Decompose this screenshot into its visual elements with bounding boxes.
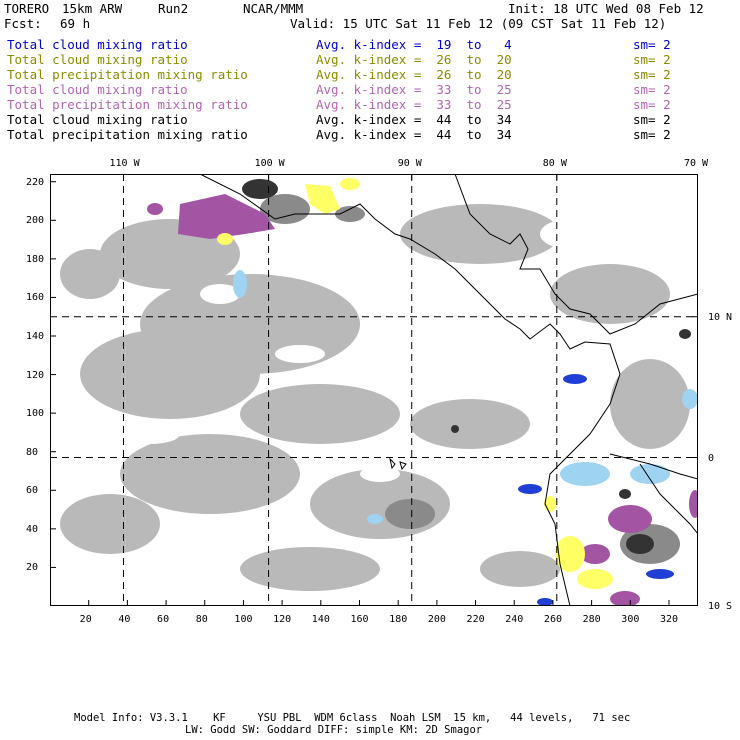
legend-sm: sm= 2 <box>633 112 671 127</box>
legend-sm: sm= 2 <box>633 67 671 82</box>
y-tick-label: 80 <box>26 446 39 458</box>
x-tick-label: 120 <box>273 614 292 625</box>
y-tick-label: 140 <box>26 331 45 342</box>
x-tick-label: 60 <box>157 614 170 625</box>
x-tick-label: 40 <box>118 614 131 625</box>
longitude-label: 100 W <box>254 158 285 169</box>
legend-field: Total cloud mixing ratio <box>7 52 188 67</box>
fcst-value: 69 h <box>60 16 91 31</box>
y-tick-label: 200 <box>26 215 45 227</box>
run-label: Run2 <box>158 1 189 16</box>
x-tick-label: 20 <box>79 614 92 625</box>
model-info-line: Model Info: V3.3.1 KF YSU PBL WDM 6class… <box>74 712 631 724</box>
cloud-field <box>60 178 698 606</box>
lat-lon-gridlines <box>50 174 698 606</box>
latitude-label: 10 N <box>708 311 733 323</box>
y-tick-label: 220 <box>26 176 45 188</box>
legend-field: Total precipitation mixing ratio <box>7 67 248 82</box>
x-tick-label: 240 <box>505 614 524 625</box>
x-tick-label: 140 <box>311 614 330 625</box>
x-tick-label: 260 <box>543 614 562 625</box>
legend-sm: sm= 2 <box>633 97 671 112</box>
org-label: NCAR/MMM <box>243 1 304 16</box>
x-tick-label: 100 <box>234 614 253 625</box>
legend-sm: sm= 2 <box>633 82 671 97</box>
legend-field: Total cloud mixing ratio <box>7 37 188 52</box>
legend-kindex: Avg. k-index = 19 to 4 <box>316 37 512 52</box>
y-tick-label: 180 <box>26 253 45 265</box>
longitude-label: 80 W <box>542 158 567 169</box>
x-tick-label: 180 <box>389 614 408 625</box>
x-tick-label: 220 <box>466 614 485 625</box>
x-tick-label: 80 <box>195 614 208 625</box>
legend-sm: sm= 2 <box>633 52 671 67</box>
init-time: Init: 18 UTC Wed 08 Feb 12 <box>508 1 704 16</box>
legend-field: Total cloud mixing ratio <box>7 112 188 127</box>
legend-kindex: Avg. k-index = 44 to 34 <box>316 112 512 127</box>
longitude-label: 70 W <box>684 158 709 169</box>
latitude-label: 10 S <box>708 601 733 612</box>
legend-field: Total precipitation mixing ratio <box>7 97 248 112</box>
map-panel <box>50 174 698 606</box>
axis-ticks <box>50 174 698 606</box>
y-tick-label: 60 <box>26 485 39 497</box>
x-tick-label: 280 <box>582 614 601 625</box>
legend-sm: sm= 2 <box>633 37 671 52</box>
valid-time: Valid: 15 UTC Sat 11 Feb 12 (09 CST Sat … <box>290 16 667 31</box>
map-frame <box>50 174 698 606</box>
legend-field: Total precipitation mixing ratio <box>7 127 248 142</box>
y-tick-label: 40 <box>26 523 39 535</box>
longitude-label: 110 W <box>109 158 140 169</box>
physics-info-line: LW: Godd SW: Goddard DIFF: simple KM: 2D… <box>185 724 483 736</box>
model-resolution: 15km ARW <box>62 1 123 16</box>
y-tick-label: 20 <box>26 562 39 574</box>
legend-field: Total cloud mixing ratio <box>7 82 188 97</box>
x-tick-label: 160 <box>350 614 369 625</box>
y-tick-label: 100 <box>26 408 45 420</box>
y-tick-label: 120 <box>26 369 45 381</box>
model-name: TORERO <box>4 1 50 16</box>
legend-sm: sm= 2 <box>633 127 671 142</box>
x-tick-label: 200 <box>427 614 446 625</box>
legend-kindex: Avg. k-index = 33 to 25 <box>316 97 512 112</box>
longitude-label: 90 W <box>397 158 422 169</box>
latitude-label: 0 <box>708 452 715 464</box>
y-tick-label: 160 <box>26 292 45 304</box>
legend-kindex: Avg. k-index = 26 to 20 <box>316 52 512 67</box>
x-tick-label: 300 <box>621 614 640 625</box>
legend-kindex: Avg. k-index = 26 to 20 <box>316 67 512 82</box>
legend-kindex: Avg. k-index = 44 to 34 <box>316 127 512 142</box>
fcst-label: Fcst: <box>4 16 42 31</box>
x-tick-label: 320 <box>659 614 679 625</box>
legend-kindex: Avg. k-index = 33 to 25 <box>316 82 512 97</box>
